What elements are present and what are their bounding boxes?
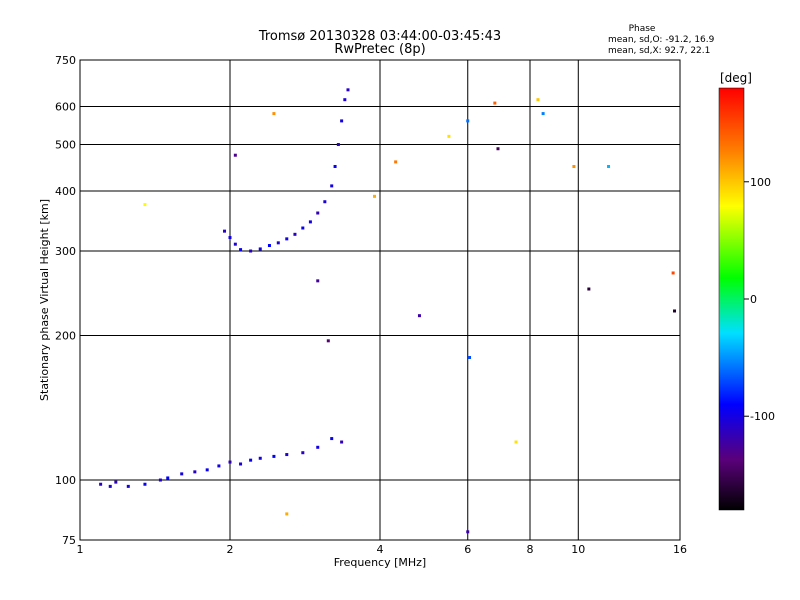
- data-point: [228, 460, 232, 464]
- data-point: [326, 339, 330, 343]
- data-point: [180, 472, 184, 476]
- data-point: [417, 314, 421, 318]
- data-point: [607, 164, 611, 168]
- colorbar-tick-label: 0: [750, 293, 757, 306]
- data-point: [108, 484, 112, 488]
- data-point: [323, 200, 327, 204]
- data-point: [343, 98, 347, 102]
- data-point: [346, 88, 350, 92]
- stats-line-x: mean, sd,X: 92.7, 22.1: [608, 46, 710, 56]
- x-tick-label: 10: [571, 543, 585, 556]
- data-point: [493, 101, 497, 105]
- data-point: [258, 456, 262, 460]
- data-point: [239, 248, 243, 252]
- data-point: [276, 241, 280, 245]
- data-point: [447, 134, 451, 138]
- data-point: [394, 160, 398, 164]
- y-tick-label: 200: [55, 330, 76, 343]
- stats-heading: Phase: [629, 24, 656, 34]
- data-point: [249, 249, 253, 253]
- chart-subtitle: RwPretec (8p): [334, 42, 425, 57]
- x-tick-label: 16: [673, 543, 687, 556]
- data-point: [285, 237, 289, 241]
- y-tick-label: 600: [55, 101, 76, 114]
- grid-lines: [80, 60, 680, 540]
- data-point: [301, 226, 305, 230]
- y-tick-label: 500: [55, 139, 76, 152]
- data-point: [333, 164, 337, 168]
- data-point: [228, 236, 232, 240]
- data-point: [340, 119, 344, 123]
- data-point: [671, 271, 675, 275]
- data-points: [99, 88, 677, 534]
- data-point: [143, 202, 147, 206]
- data-point: [258, 247, 262, 251]
- x-axis-ticks: 1 2 4 6 8 10 16: [77, 543, 688, 556]
- data-point: [673, 309, 677, 313]
- x-tick-label: 6: [464, 543, 471, 556]
- data-point: [233, 242, 237, 246]
- data-point: [330, 184, 334, 188]
- x-tick-label: 2: [227, 543, 234, 556]
- data-point: [114, 480, 118, 484]
- y-axis-label: Stationary phase Virtual Height [km]: [38, 199, 51, 401]
- x-axis-label: Frequency [MHz]: [334, 556, 426, 569]
- data-point: [126, 484, 130, 488]
- data-point: [514, 440, 518, 444]
- data-point: [272, 112, 276, 116]
- data-point: [267, 244, 271, 248]
- chart-title: Tromsø 20130328 03:44:00-03:45:43: [258, 29, 501, 44]
- plot-area: 1 2 4 6 8 10 16 75 100 200 300 400 500 600 750: [55, 54, 687, 556]
- data-point: [99, 482, 103, 486]
- colorbar-tick-label: -100: [750, 410, 775, 423]
- data-point: [468, 355, 472, 359]
- colorbar: [deg] 100 0 -100: [718, 71, 775, 511]
- data-point: [166, 476, 170, 480]
- x-tick-label: 1: [77, 543, 84, 556]
- y-tick-label: 400: [55, 185, 76, 198]
- x-tick-label: 8: [527, 543, 534, 556]
- data-point: [587, 287, 591, 291]
- data-point: [316, 279, 320, 283]
- data-point: [340, 440, 344, 444]
- data-point: [143, 482, 147, 486]
- data-point: [541, 112, 545, 116]
- data-point: [373, 194, 377, 198]
- colorbar-tick-label: 100: [750, 176, 771, 189]
- data-point: [223, 229, 227, 233]
- colorbar-ticks: 100 0 -100: [744, 176, 775, 423]
- data-point: [316, 445, 320, 449]
- colorbar-swatch: [718, 87, 745, 511]
- data-point: [572, 164, 576, 168]
- data-point: [272, 454, 276, 458]
- data-point: [249, 458, 253, 462]
- y-tick-label: 75: [62, 534, 76, 547]
- data-point: [239, 462, 243, 466]
- data-point: [316, 211, 320, 215]
- stats-line-o: mean, sd,O: -91.2, 16.9: [608, 35, 715, 45]
- data-point: [308, 220, 312, 224]
- data-point: [217, 464, 221, 468]
- x-tick-label: 4: [377, 543, 384, 556]
- y-tick-label: 300: [55, 245, 76, 258]
- data-point: [293, 232, 297, 236]
- data-point: [205, 468, 209, 472]
- data-point: [193, 470, 197, 474]
- y-tick-label: 750: [55, 54, 76, 67]
- y-tick-label: 100: [55, 474, 76, 487]
- data-point: [466, 119, 470, 123]
- colorbar-label: [deg]: [720, 71, 752, 85]
- data-point: [330, 437, 334, 441]
- data-point: [336, 143, 340, 147]
- data-point: [285, 512, 289, 516]
- data-point: [301, 451, 305, 455]
- data-point: [466, 530, 470, 534]
- data-point: [285, 453, 289, 457]
- data-point: [233, 153, 237, 157]
- data-point: [536, 98, 540, 102]
- data-point: [158, 478, 162, 482]
- data-point: [496, 147, 500, 151]
- y-axis-ticks: 75 100 200 300 400 500 600 750: [55, 54, 76, 547]
